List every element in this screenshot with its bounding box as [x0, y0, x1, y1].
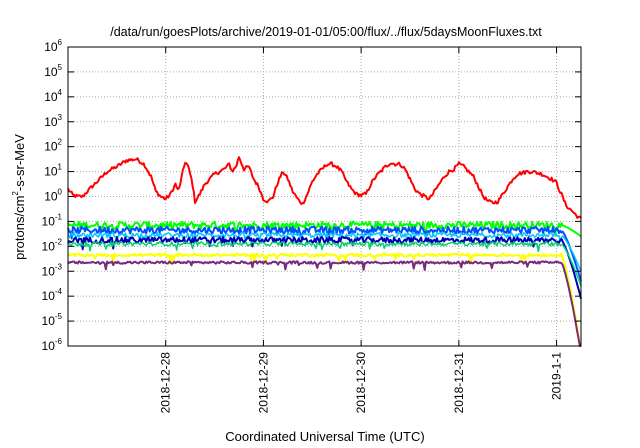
- y-tick-label: 100: [44, 188, 62, 204]
- y-tick-label-base: 10: [44, 40, 58, 54]
- x-axis-title: Coordinated Universal Time (UTC): [225, 429, 424, 444]
- y-tick-label-exp: 5: [58, 63, 63, 72]
- y-tick-label-exp: -2: [55, 237, 63, 246]
- y-axis-title-sup: 2: [11, 191, 20, 196]
- plot-frame: [67, 46, 582, 347]
- y-tick-label-exp: 3: [58, 113, 63, 122]
- chart-title: /data/run/goesPlots/archive/2019-01-01/0…: [110, 25, 542, 39]
- y-tick-label-base: 10: [44, 140, 58, 154]
- y-tick-label-base: 10: [42, 314, 56, 328]
- plot-area: [67, 156, 582, 347]
- y-tick-label: 10-2: [42, 237, 63, 253]
- series-line: [67, 156, 582, 219]
- y-tick-label: 106: [44, 38, 62, 54]
- y-tick-label-exp: -5: [55, 312, 63, 321]
- x-tick-label: 2018-12-30: [354, 352, 368, 414]
- series-line: [67, 252, 582, 347]
- y-tick-label-base: 10: [42, 289, 56, 303]
- y-tick-label-base: 10: [44, 190, 58, 204]
- y-tick-label: 10-3: [42, 262, 63, 278]
- x-tick-label: 2018-12-29: [256, 352, 270, 414]
- y-tick-label-exp: -4: [55, 287, 63, 296]
- y-tick-label-exp: -1: [55, 212, 63, 221]
- y-tick-label: 10-6: [42, 337, 63, 353]
- y-tick-label-base: 10: [44, 90, 58, 104]
- y-tick-label-base: 10: [44, 65, 58, 79]
- y-tick-label-base: 10: [42, 339, 56, 353]
- y-tick-label-exp: 4: [58, 88, 63, 97]
- y-tick-label: 101: [44, 163, 62, 179]
- x-tick-label: 2018-12-28: [159, 352, 173, 414]
- y-tick-label: 10-5: [42, 312, 63, 328]
- y-tick-label-exp: -3: [55, 262, 63, 271]
- x-tick-label: 2019-1-1: [550, 352, 564, 400]
- y-tick-label: 102: [44, 138, 62, 154]
- y-tick-label-exp: 6: [58, 38, 63, 47]
- y-axis: 10610510410310210110010-110-210-310-410-…: [42, 38, 581, 353]
- y-tick-label: 103: [44, 113, 62, 129]
- y-tick-label-base: 10: [42, 239, 56, 253]
- x-axis: 2018-12-28 2018-12-29 2018-12-30 2018-12-31…: [159, 47, 564, 413]
- y-tick-label-base: 10: [44, 165, 58, 179]
- series-line: [67, 231, 582, 272]
- series-line: [67, 241, 582, 287]
- series-line: [67, 260, 581, 347]
- y-tick-label-exp: 1: [58, 163, 63, 172]
- y-axis-title: protons/cm2-s-sr-MeV: [11, 134, 27, 260]
- y-axis-title-rest: -s-sr-MeV: [12, 134, 27, 191]
- y-tick-label: 104: [44, 88, 62, 104]
- grid-lines: [68, 47, 581, 346]
- y-tick-label: 10-1: [42, 212, 63, 228]
- y-tick-label-exp: 0: [58, 188, 63, 197]
- y-tick-label-exp: -6: [55, 337, 63, 346]
- y-tick-label: 105: [44, 63, 62, 79]
- y-tick-label-base: 10: [42, 214, 56, 228]
- y-axis-title-base: protons/cm: [12, 196, 27, 260]
- series-line: [67, 236, 582, 299]
- y-tick-label: 10-4: [42, 287, 63, 303]
- x-tick-label: 2018-12-31: [452, 352, 466, 414]
- y-tick-label-exp: 2: [58, 138, 63, 147]
- y-tick-label-base: 10: [42, 264, 56, 278]
- y-tick-label-base: 10: [44, 115, 58, 129]
